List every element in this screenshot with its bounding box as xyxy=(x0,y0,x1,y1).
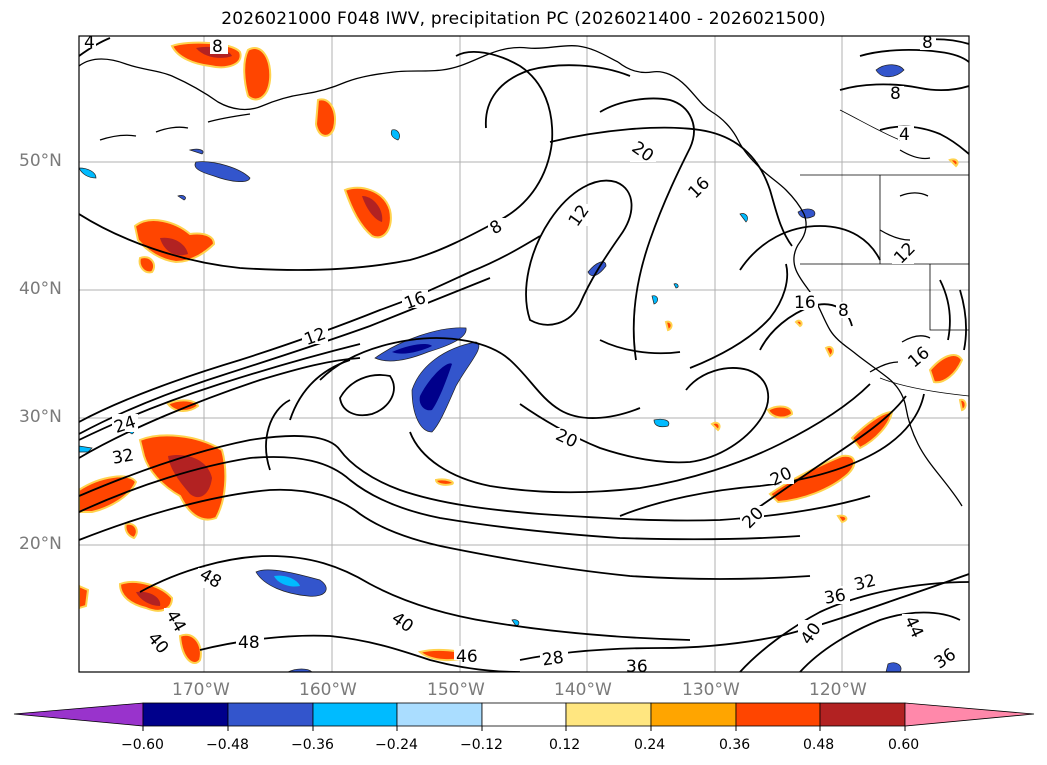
colorbar-swatch xyxy=(650,702,737,727)
lat-label: 20°N xyxy=(19,534,62,554)
lon-label: 150°W xyxy=(427,680,485,700)
precip-negative-areas xyxy=(79,64,905,672)
colorbar-tick-label: 0.36 xyxy=(719,737,751,753)
colorbar-tick-label: 0.48 xyxy=(803,737,835,753)
contour-label: 48 xyxy=(238,633,260,653)
colorbar-tick-label: 0.12 xyxy=(549,737,581,753)
colorbar-tick-label: −0.24 xyxy=(375,737,418,753)
colorbar-swatch xyxy=(481,702,567,727)
map-frame xyxy=(78,35,970,673)
lat-label: 30°N xyxy=(19,407,62,427)
colorbar-swatch xyxy=(819,702,906,727)
lon-label: 160°W xyxy=(299,680,357,700)
map-panel xyxy=(79,36,969,672)
coastlines xyxy=(79,44,963,507)
colorbar-tick-label: 0.60 xyxy=(888,737,920,753)
lon-label: 120°W xyxy=(809,680,867,700)
colorbar-ticks xyxy=(142,726,906,731)
colorbar-swatch xyxy=(396,702,483,727)
colorbar-tick-label: −0.48 xyxy=(206,737,249,753)
lat-label: 50°N xyxy=(19,151,62,171)
colorbar-swatch xyxy=(565,702,652,727)
colorbar-extend-max xyxy=(904,702,1035,727)
contour-label: 16 xyxy=(794,293,816,313)
borders xyxy=(800,109,969,397)
contour-label: 8 xyxy=(838,301,849,321)
colorbar-swatch xyxy=(142,702,229,727)
colorbar-tick-label: 0.24 xyxy=(634,737,666,753)
contour-label-masks xyxy=(82,36,958,672)
colorbar-tick-label: −0.36 xyxy=(291,737,334,753)
colorbar xyxy=(13,702,1035,731)
colorbar-swatch xyxy=(735,702,821,727)
contour-label: 28 xyxy=(541,648,565,671)
colorbar-tick-label: −0.60 xyxy=(121,737,164,753)
colorbar-tick-label: −0.12 xyxy=(460,737,503,753)
contour-label: 8 xyxy=(890,84,901,104)
contour-label: 36 xyxy=(626,657,648,677)
colorbar-extend-min xyxy=(13,702,144,727)
contour-label: 4 xyxy=(84,33,95,53)
lon-label: 170°W xyxy=(172,680,230,700)
gridlines xyxy=(79,36,969,672)
colorbar-swatch xyxy=(227,702,314,727)
colorbar-swatch xyxy=(312,702,398,727)
contour-label: 36 xyxy=(823,585,848,608)
contour-label: 8 xyxy=(212,37,223,57)
contour-label: 8 xyxy=(922,33,933,53)
lon-label: 140°W xyxy=(554,680,612,700)
lon-label: 130°W xyxy=(682,680,740,700)
contour-label: 32 xyxy=(111,445,136,468)
figure-title: 2026021000 F048 IWV, precipitation PC (2… xyxy=(221,9,826,29)
contour-label: 46 xyxy=(456,647,478,667)
contour-label: 4 xyxy=(899,125,910,145)
lat-label: 40°N xyxy=(19,279,62,299)
